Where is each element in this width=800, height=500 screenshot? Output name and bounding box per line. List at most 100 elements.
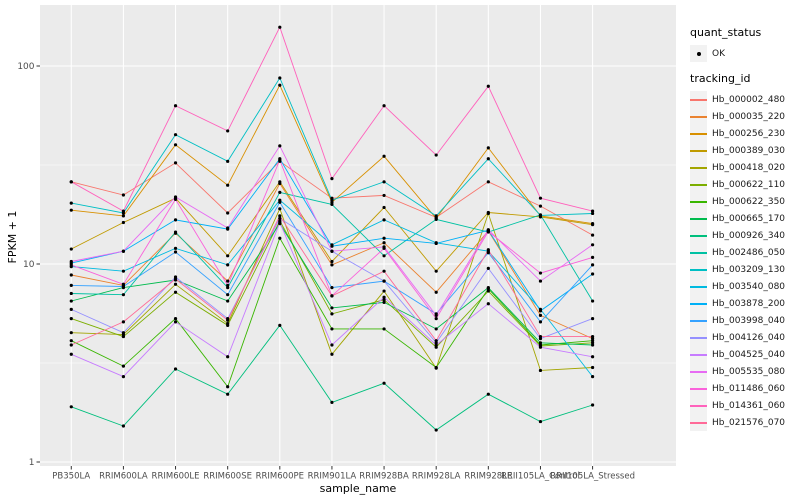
data-point bbox=[538, 419, 543, 424]
data-point bbox=[330, 306, 334, 310]
legend-item-label: Hb_021576_070 bbox=[712, 417, 786, 428]
data-point bbox=[382, 381, 386, 385]
data-point bbox=[278, 323, 282, 327]
series-color-swatch bbox=[690, 98, 707, 101]
data-point bbox=[486, 229, 490, 234]
legend-item-label: Hb_000926_340 bbox=[712, 230, 786, 241]
legend-key-box bbox=[690, 159, 707, 176]
data-point bbox=[121, 284, 126, 289]
legend-item: Hb_000389_030 bbox=[690, 142, 800, 159]
legend-key-box bbox=[690, 346, 707, 363]
data-point bbox=[330, 259, 334, 264]
data-point bbox=[69, 343, 73, 347]
data-point bbox=[590, 343, 595, 347]
data-point bbox=[590, 334, 595, 339]
data-point bbox=[382, 246, 386, 250]
data-point bbox=[434, 290, 438, 294]
y-tick-label: 10 bbox=[23, 260, 35, 270]
legend-item-label: Hb_000622_110 bbox=[712, 179, 786, 190]
data-point bbox=[434, 217, 438, 221]
data-point bbox=[69, 283, 73, 287]
x-tick-label: RRII105LA_Control bbox=[501, 472, 580, 482]
legend-key-box bbox=[690, 295, 707, 312]
data-point bbox=[69, 307, 73, 311]
data-point bbox=[382, 300, 386, 304]
data-point bbox=[590, 316, 595, 321]
series-color-swatch bbox=[690, 183, 707, 186]
data-point bbox=[226, 226, 230, 230]
data-point bbox=[69, 208, 73, 212]
data-point bbox=[278, 236, 282, 240]
legend-item-label: Hb_004126_040 bbox=[712, 332, 786, 343]
data-point bbox=[590, 339, 595, 343]
data-point bbox=[173, 218, 178, 222]
data-point bbox=[538, 320, 543, 324]
legend-item: Hb_003540_080 bbox=[690, 278, 800, 295]
data-point bbox=[382, 289, 386, 293]
data-point bbox=[382, 254, 386, 258]
legend-item: Hb_002486_050 bbox=[690, 244, 800, 261]
x-tick-label: RRIM928BA bbox=[359, 472, 409, 482]
legend-item: Hb_014361_060 bbox=[690, 397, 800, 414]
plot-panel: 100 10 1 PB350LA RRIM600LA RRIM600LE RRIM600SE… bbox=[17, 5, 676, 482]
data-point bbox=[590, 209, 595, 213]
x-tick-label: RRIM928LA bbox=[412, 472, 461, 482]
legend-item-label: Hb_005535_080 bbox=[712, 366, 786, 377]
data-point bbox=[69, 273, 73, 277]
legend-item-label: Hb_000418_020 bbox=[712, 162, 786, 173]
legend-key-box bbox=[690, 329, 707, 346]
legend-key-box bbox=[690, 176, 707, 193]
data-point bbox=[434, 313, 438, 318]
series-color-swatch bbox=[690, 302, 707, 305]
data-point bbox=[121, 249, 126, 253]
data-point bbox=[278, 158, 282, 162]
data-point bbox=[590, 233, 595, 237]
data-point bbox=[486, 302, 490, 306]
data-point bbox=[69, 291, 73, 296]
data-point bbox=[173, 143, 178, 147]
legend-key-box bbox=[690, 244, 707, 261]
data-point bbox=[330, 176, 334, 181]
data-point bbox=[226, 159, 230, 163]
data-point bbox=[173, 277, 178, 281]
data-point bbox=[69, 352, 73, 356]
data-point bbox=[434, 428, 438, 432]
data-point bbox=[173, 316, 178, 321]
data-point bbox=[226, 129, 230, 133]
y-tick-label: 100 bbox=[17, 62, 34, 72]
data-point bbox=[590, 272, 595, 276]
data-point bbox=[226, 318, 230, 322]
ok-point-icon bbox=[696, 51, 701, 56]
data-point bbox=[226, 385, 230, 389]
data-point bbox=[330, 198, 334, 202]
legend-item-label: Hb_000002_480 bbox=[712, 94, 786, 105]
data-point bbox=[434, 214, 438, 218]
legend-key-box bbox=[690, 278, 707, 295]
data-point bbox=[538, 213, 543, 217]
data-point bbox=[226, 285, 230, 290]
data-point bbox=[278, 200, 282, 204]
series-color-swatch bbox=[690, 285, 707, 288]
legend-ok-label: OK bbox=[712, 48, 725, 59]
legend-tracking-id-items: Hb_000002_480 Hb_000035_220 Hb_000256_230 H… bbox=[690, 91, 800, 431]
legend-key-box bbox=[690, 45, 707, 62]
legend-item: Hb_011486_060 bbox=[690, 380, 800, 397]
legend-item-label: Hb_014361_060 bbox=[712, 400, 786, 411]
legend-key-box bbox=[690, 261, 707, 278]
data-point bbox=[69, 180, 73, 184]
data-point bbox=[434, 153, 438, 157]
y-tick-label: 1 bbox=[29, 458, 35, 468]
data-point bbox=[121, 214, 126, 218]
series-color-swatch bbox=[690, 404, 707, 407]
series-color-swatch bbox=[690, 166, 707, 169]
data-point bbox=[590, 365, 595, 370]
legend-item-label: Hb_004525_040 bbox=[712, 349, 786, 360]
data-point bbox=[382, 193, 386, 198]
data-point bbox=[121, 293, 126, 297]
data-point bbox=[382, 218, 386, 222]
data-point bbox=[173, 104, 178, 108]
data-point bbox=[538, 341, 543, 345]
data-point bbox=[226, 283, 230, 287]
legend-item: Hb_000002_480 bbox=[690, 91, 800, 108]
